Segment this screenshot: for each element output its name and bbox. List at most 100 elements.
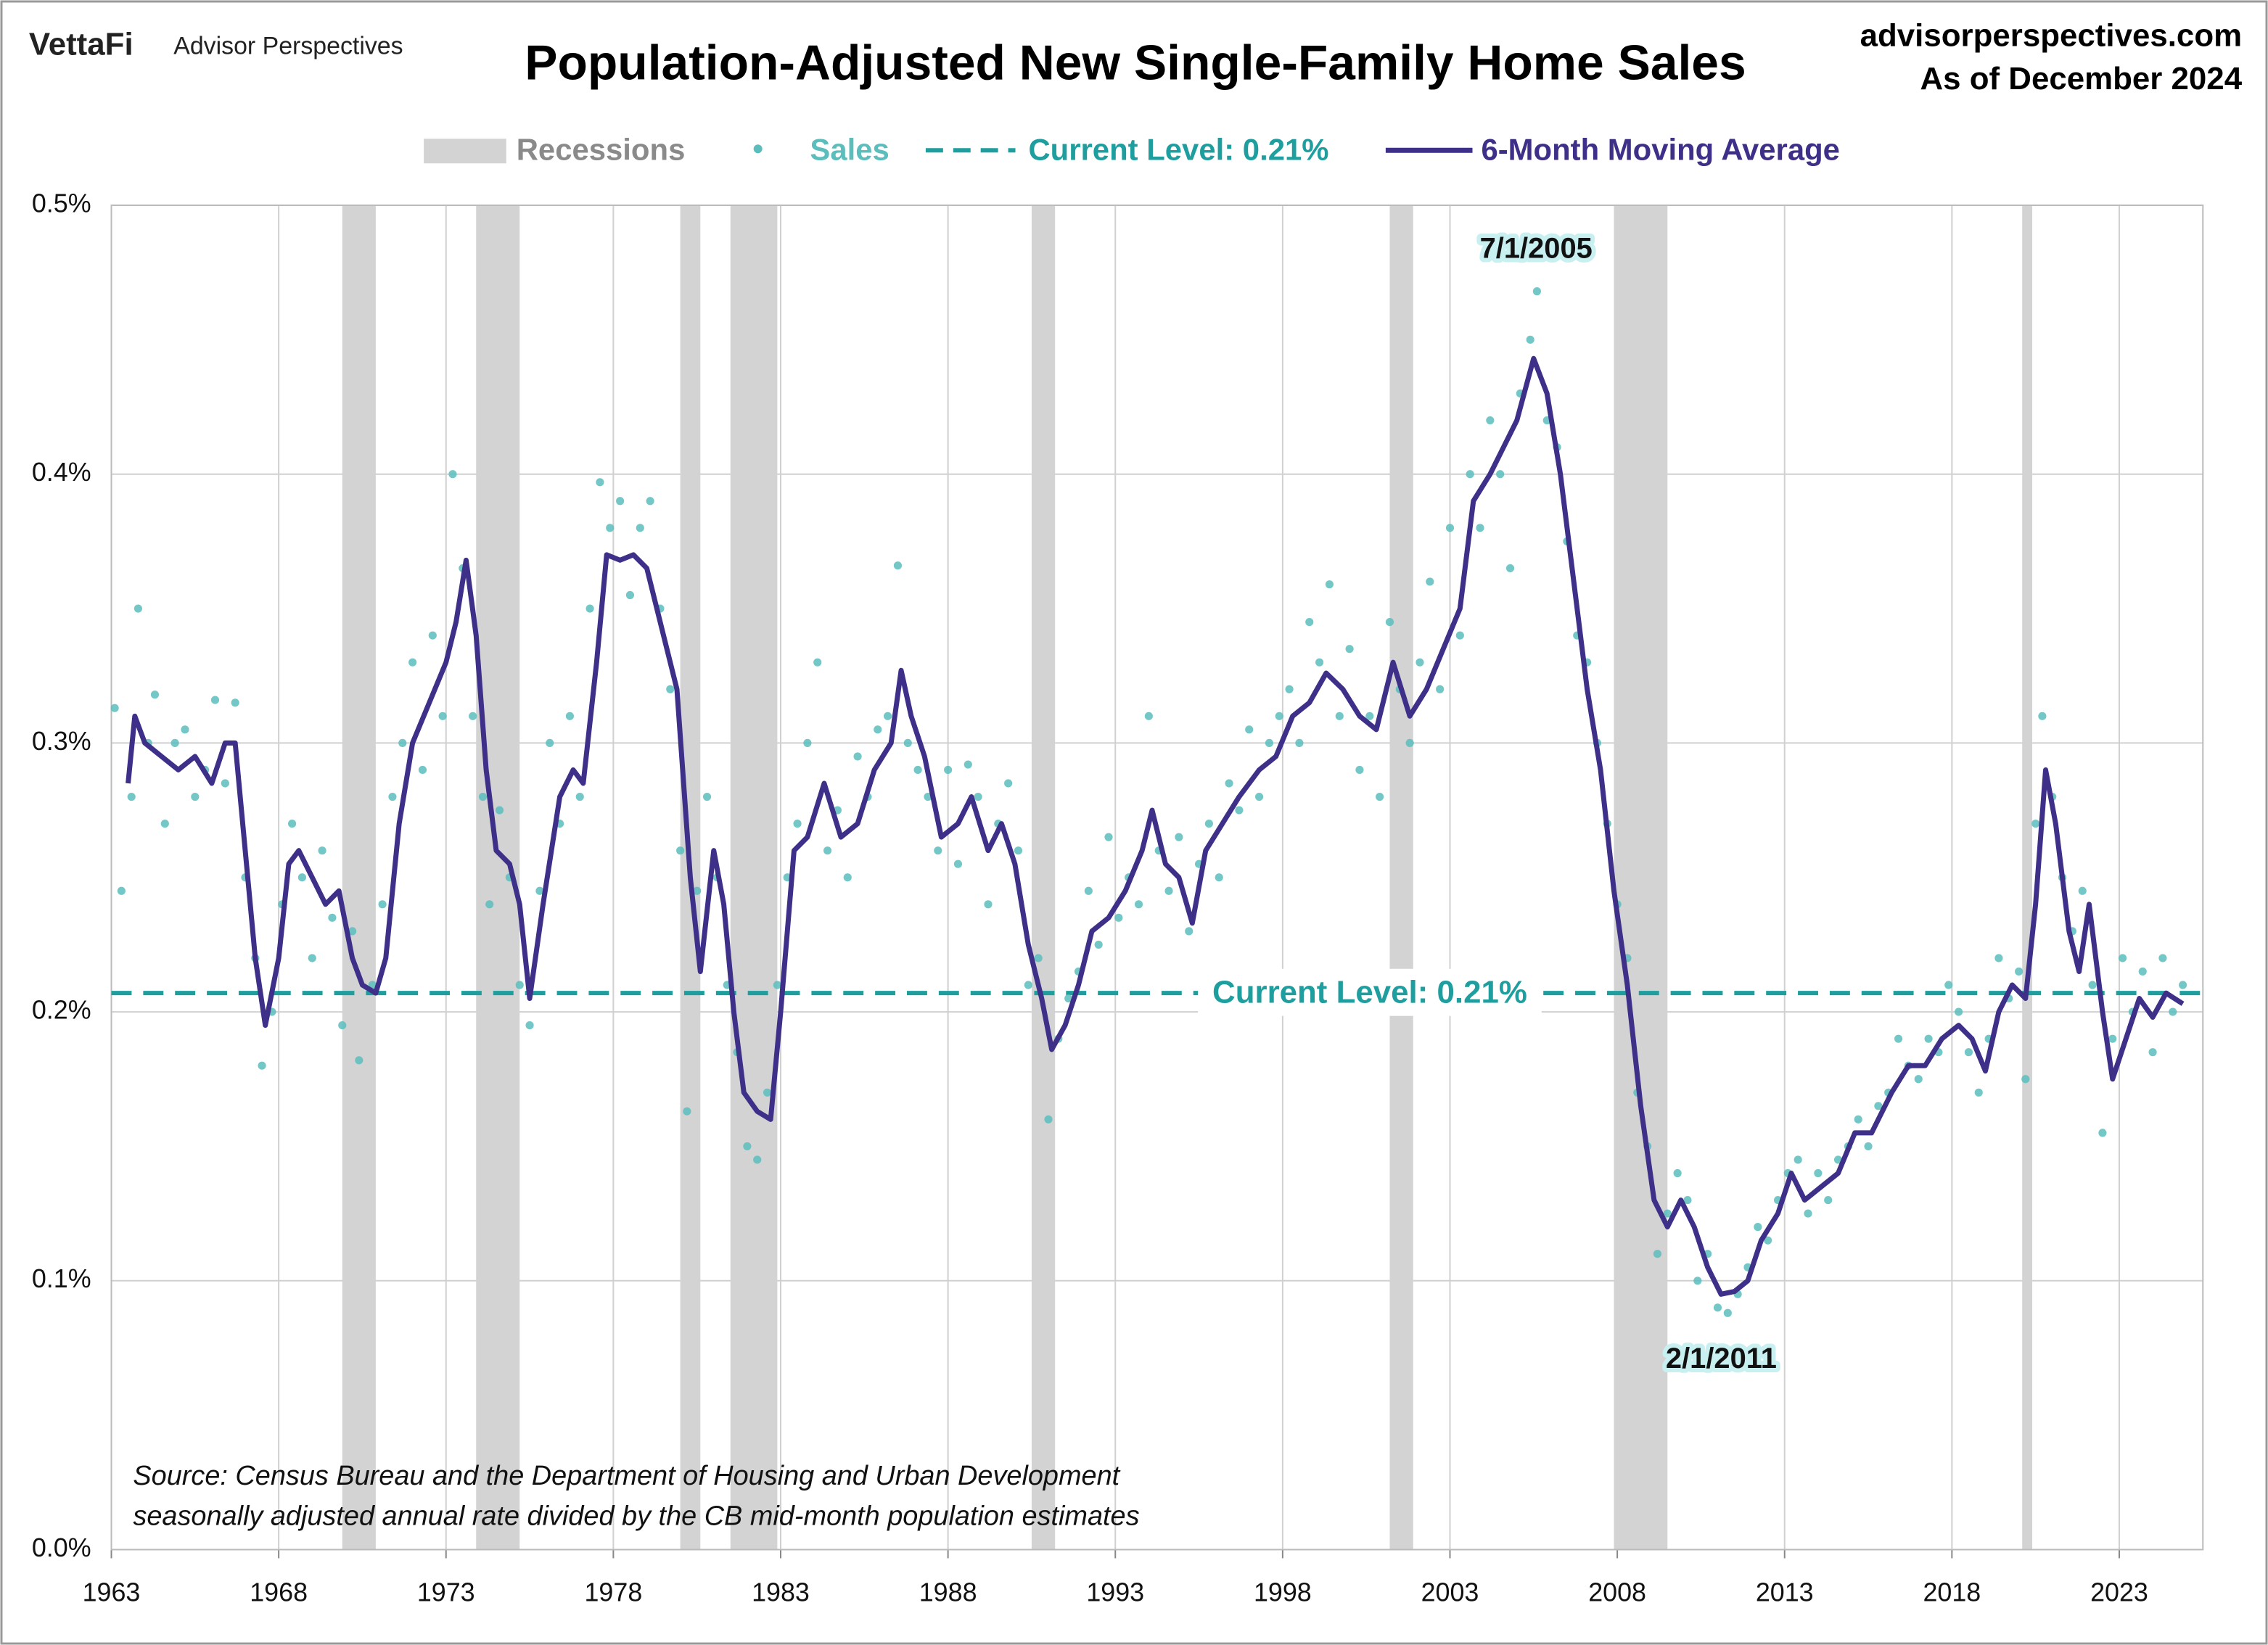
sales-point [297,873,307,882]
recession-band [2022,205,2033,1550]
sales-point [1164,886,1173,895]
sales-point [1794,1155,1802,1164]
sales-point [813,658,822,667]
as-of: As of December 2024 [1920,61,2242,96]
sales-point [1693,1277,1702,1285]
sales-point [763,1088,772,1097]
sales-point [1944,981,1953,989]
sales-point [110,704,119,712]
sales-point [2158,954,2167,962]
x-tick-label: 2008 [1588,1578,1646,1607]
sales-point [1874,1102,1883,1110]
sales-point [2148,1048,2157,1057]
sales-point [478,792,488,801]
sales-point [1455,631,1464,640]
x-tick-label: 1993 [1086,1578,1144,1607]
plot-area [110,205,2204,1559]
sales-point [1496,470,1505,479]
sales-point [636,524,644,532]
sales-point [160,820,169,828]
sales-point [2015,967,2023,976]
sales-point [525,1021,534,1030]
sales-point [191,792,200,801]
sales-point [1094,940,1103,949]
source-note: seasonally adjusted annual rate divided … [133,1501,1139,1532]
sales-point [1924,1034,1933,1043]
sales-point [1134,900,1143,909]
sales-point [378,900,387,909]
sales-point [428,631,437,640]
x-tick-label: 2003 [1421,1578,1479,1607]
sales-point [893,561,903,570]
legend: Recessions Sales Current Level: 0.21% 6-… [424,132,1840,166]
sales-point [1144,712,1153,720]
x-tick-label: 1968 [250,1578,308,1607]
sales-point [258,1061,266,1070]
sales-point [625,590,635,600]
sales-point [2038,712,2047,720]
sales-point [1416,658,1424,667]
sales-point [903,738,912,747]
y-tick-label: 0.2% [32,996,91,1025]
legend-label: Recessions [517,132,686,166]
sales-point [586,604,594,613]
sales-point [1864,1142,1873,1151]
moving-average-line [126,355,2185,1297]
sales-point [944,765,953,775]
sales-point [616,497,625,506]
sales-point [1663,1209,1672,1218]
sales-point [1673,1168,1682,1178]
sales-point [1064,994,1073,1003]
sales-point [853,752,862,761]
sales-point [693,886,702,895]
sales-point [328,913,337,922]
legend-label: 6-Month Moving Average [1481,132,1839,166]
sales-point [2108,1034,2117,1043]
sales-point [1084,886,1093,895]
sales-point [1185,927,1193,936]
sales-point [1954,1007,1963,1016]
sales-point [1824,1195,1833,1205]
sales-point [221,779,229,788]
recession-band [1389,205,1413,1550]
sales-point [803,738,812,747]
sales-point [170,738,179,747]
website: advisorperspectives.com [1860,17,2242,53]
sales-point [210,696,220,704]
sales-point [1114,913,1123,922]
sales-point [438,712,447,720]
x-tick-label: 1978 [584,1578,642,1607]
chart-title: Population-Adjusted New Single-Family Ho… [525,36,1746,91]
x-tick-label: 2013 [1756,1578,1814,1607]
sales-point [1335,712,1344,720]
sales-point [2169,1007,2177,1016]
sales-point [1175,833,1183,841]
sales-point [1426,577,1434,586]
sales-point [2119,954,2127,962]
sales-point [843,873,852,882]
sales-point [683,1107,691,1116]
sales-point [874,725,882,734]
sales-point [1034,954,1043,962]
recession-band [1031,205,1056,1550]
sales-point [773,981,781,989]
sales-point [1254,792,1264,801]
sales-point [1376,792,1384,801]
sales-point [753,1155,762,1164]
sales-point [1014,846,1023,855]
sales-point [535,886,544,895]
sales-point [1275,712,1283,720]
sales-point [676,846,685,855]
sales-point [1004,779,1013,788]
sales-point [575,792,584,801]
sales-point [964,760,972,769]
sales-point [1914,1075,1923,1084]
publisher: Advisor Perspectives [173,33,403,60]
sales-point [702,792,712,801]
x-tick-label: 1983 [752,1578,810,1607]
sales-point [1764,1236,1772,1245]
sales-point [133,604,142,613]
sales-point [1436,685,1445,693]
sales-point [2078,886,2087,895]
sales-point [1355,765,1364,775]
